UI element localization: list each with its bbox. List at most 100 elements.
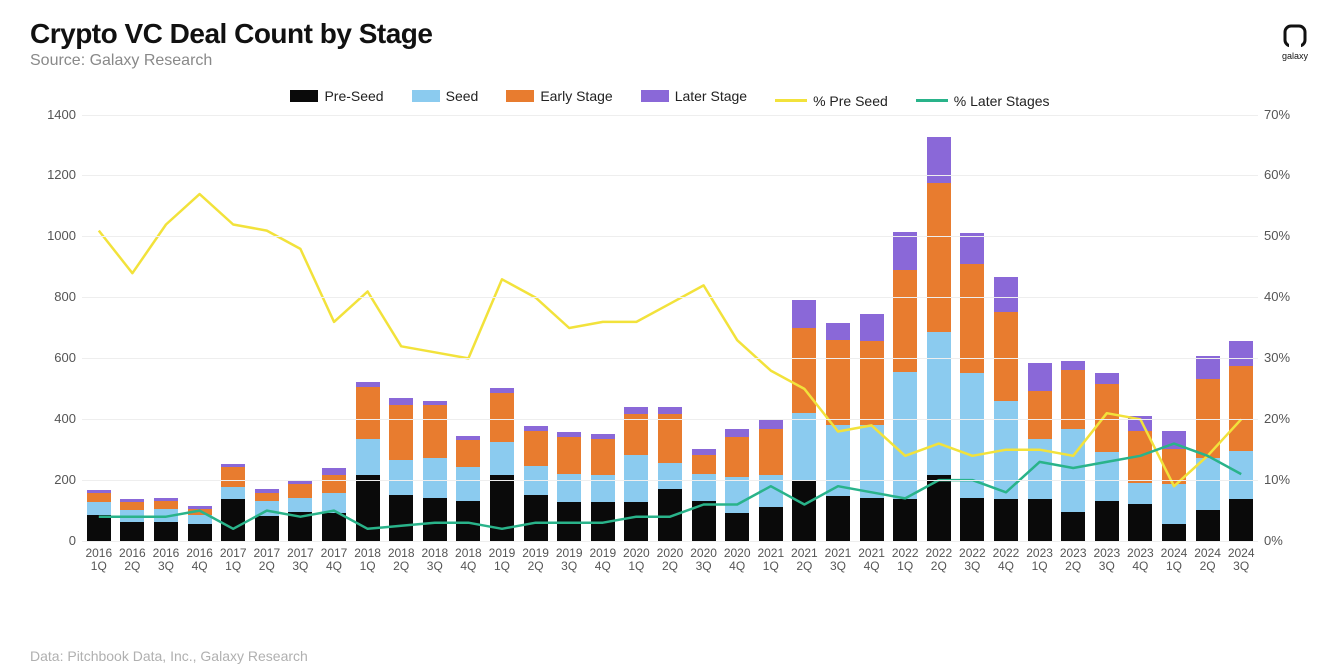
x-tick-label: 20193Q bbox=[551, 547, 587, 575]
bar-group bbox=[1229, 115, 1253, 541]
bar-group bbox=[960, 115, 984, 541]
bar-segment-preSeed bbox=[490, 475, 514, 540]
bar-segment-seed bbox=[221, 487, 245, 499]
bar-segment-preSeed bbox=[725, 513, 749, 540]
bar-segment-earlyStage bbox=[87, 493, 111, 502]
bar-segment-laterStage bbox=[322, 468, 346, 476]
bar-segment-preSeed bbox=[591, 502, 615, 540]
x-tick-label: 20203Q bbox=[686, 547, 722, 575]
legend-item: % Pre Seed bbox=[775, 93, 888, 109]
bar-segment-earlyStage bbox=[1061, 370, 1085, 429]
bar-segment-earlyStage bbox=[692, 455, 716, 473]
y-right-tick: 70% bbox=[1264, 107, 1310, 122]
legend-label: Later Stage bbox=[675, 88, 747, 104]
bar-segment-earlyStage bbox=[188, 509, 212, 515]
bar-segment-preSeed bbox=[255, 516, 279, 540]
bar-segment-seed bbox=[356, 439, 380, 476]
bar-segment-laterStage bbox=[356, 382, 380, 387]
x-tick-label: 20182Q bbox=[383, 547, 419, 575]
bar-segment-seed bbox=[389, 460, 413, 495]
bar-group bbox=[288, 115, 312, 541]
x-tick-label: 20231Q bbox=[1022, 547, 1058, 575]
bar-segment-earlyStage bbox=[1229, 366, 1253, 451]
bar-segment-laterStage bbox=[1061, 361, 1085, 370]
legend-item: Early Stage bbox=[506, 88, 612, 104]
bar-segment-preSeed bbox=[87, 515, 111, 541]
y-left-tick: 400 bbox=[30, 411, 76, 426]
bar-segment-preSeed bbox=[893, 499, 917, 540]
legend-label: % Pre Seed bbox=[813, 93, 888, 109]
y-left-tick: 200 bbox=[30, 472, 76, 487]
y-right-tick: 60% bbox=[1264, 167, 1310, 182]
bar-group bbox=[1162, 115, 1186, 541]
bar-segment-preSeed bbox=[557, 502, 581, 540]
chart-container: Crypto VC Deal Count by Stage Source: Ga… bbox=[0, 0, 1340, 672]
x-tick-label: 20164Q bbox=[182, 547, 218, 575]
bar-group bbox=[1028, 115, 1052, 541]
bar-segment-earlyStage bbox=[322, 475, 346, 493]
bar-segment-seed bbox=[927, 332, 951, 475]
bar-group bbox=[456, 115, 480, 541]
bar-segment-laterStage bbox=[1196, 356, 1220, 379]
x-tick-label: 20171Q bbox=[215, 547, 251, 575]
bar-segment-seed bbox=[692, 474, 716, 501]
bar-segment-earlyStage bbox=[994, 312, 1018, 400]
bar-segment-laterStage bbox=[221, 464, 245, 467]
bar-segment-laterStage bbox=[826, 323, 850, 340]
gridline bbox=[82, 297, 1258, 298]
bar-group bbox=[356, 115, 380, 541]
bar-segment-earlyStage bbox=[524, 431, 548, 466]
x-tick-label: 20173Q bbox=[282, 547, 318, 575]
legend-line bbox=[775, 99, 807, 102]
x-tick-label: 20214Q bbox=[854, 547, 890, 575]
bar-segment-preSeed bbox=[826, 496, 850, 540]
x-tick-label: 20243Q bbox=[1223, 547, 1259, 575]
bar-segment-laterStage bbox=[692, 449, 716, 455]
gridline bbox=[82, 115, 1258, 116]
bar-segment-earlyStage bbox=[826, 340, 850, 425]
bar-segment-earlyStage bbox=[557, 437, 581, 474]
bar-segment-seed bbox=[87, 502, 111, 514]
gridline bbox=[82, 236, 1258, 237]
bar-segment-preSeed bbox=[1028, 499, 1052, 540]
bar-segment-preSeed bbox=[792, 481, 816, 540]
x-tick-label: 20163Q bbox=[148, 547, 184, 575]
bar-segment-laterStage bbox=[1028, 363, 1052, 392]
y-right-tick: 50% bbox=[1264, 228, 1310, 243]
bar-segment-laterStage bbox=[524, 426, 548, 431]
legend-item: Seed bbox=[412, 88, 479, 104]
bar-segment-earlyStage bbox=[389, 405, 413, 460]
x-tick-label: 20222Q bbox=[921, 547, 957, 575]
bar-segment-preSeed bbox=[389, 495, 413, 541]
x-tick-label: 20194Q bbox=[585, 547, 621, 575]
bar-segment-laterStage bbox=[860, 314, 884, 341]
bar-segment-seed bbox=[1229, 451, 1253, 500]
y-left-tick: 600 bbox=[30, 350, 76, 365]
bar-group bbox=[557, 115, 581, 541]
bar-segment-preSeed bbox=[1095, 501, 1119, 541]
bar-segment-preSeed bbox=[960, 498, 984, 541]
bar-group bbox=[87, 115, 111, 541]
bar-segment-seed bbox=[1128, 483, 1152, 504]
bar-segment-seed bbox=[1196, 458, 1220, 510]
bar-group bbox=[994, 115, 1018, 541]
bar-segment-seed bbox=[423, 458, 447, 498]
x-tick-label: 20234Q bbox=[1122, 547, 1158, 575]
bar-segment-laterStage bbox=[188, 506, 212, 509]
bar-segment-earlyStage bbox=[423, 405, 447, 458]
bar-segment-seed bbox=[188, 515, 212, 524]
bar-segment-earlyStage bbox=[860, 341, 884, 425]
y-right-tick: 0% bbox=[1264, 533, 1310, 548]
bar-segment-preSeed bbox=[154, 522, 178, 540]
x-tick-label: 20201Q bbox=[618, 547, 654, 575]
legend-line bbox=[916, 99, 948, 102]
legend-swatch bbox=[641, 90, 669, 102]
bar-group bbox=[591, 115, 615, 541]
bar-group bbox=[624, 115, 648, 541]
bar-segment-preSeed bbox=[288, 512, 312, 541]
bar-group bbox=[759, 115, 783, 541]
bar-segment-preSeed bbox=[524, 495, 548, 541]
bar-segment-seed bbox=[456, 467, 480, 500]
data-source-footer: Data: Pitchbook Data, Inc., Galaxy Resea… bbox=[30, 648, 308, 664]
bar-group bbox=[658, 115, 682, 541]
